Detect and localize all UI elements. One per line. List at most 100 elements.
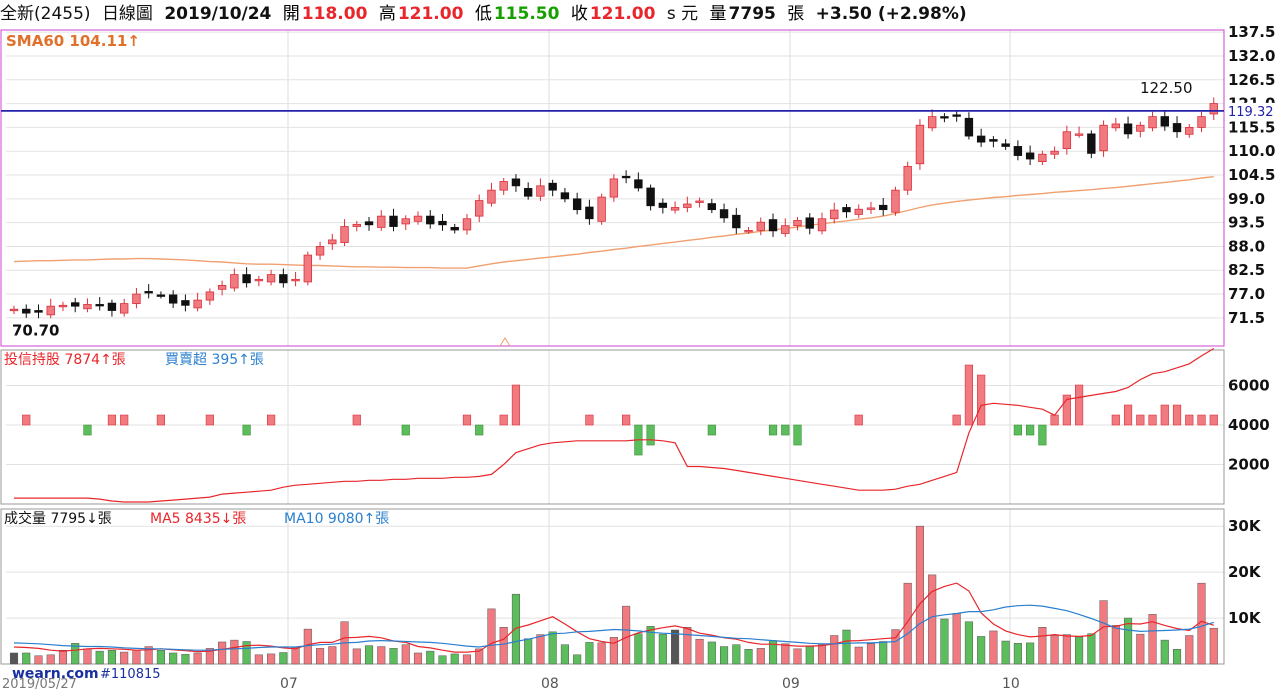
- volume-bar: [683, 627, 692, 665]
- price-tick-label: 126.5: [1228, 71, 1275, 89]
- candle-body: [352, 223, 361, 227]
- min-price-annotation: 70.70: [12, 321, 59, 339]
- candle-body: [940, 116, 949, 119]
- volume-tick-label: 30K: [1228, 517, 1262, 535]
- buysell-bar: [1026, 424, 1035, 436]
- candle-body: [217, 284, 227, 290]
- month-label: 08: [541, 676, 559, 691]
- low-label: 低: [474, 4, 492, 24]
- candle-body: [609, 178, 619, 198]
- candle-body: [585, 206, 594, 220]
- volume-bar: [524, 638, 533, 665]
- volume-bar: [1038, 627, 1047, 665]
- volume-bar: [377, 646, 386, 665]
- stock-name: 全新(2455): [0, 4, 91, 24]
- volume-value: 7795: [728, 4, 776, 24]
- volume-bar: [622, 605, 631, 665]
- candle-body: [1062, 131, 1072, 150]
- volume-bar: [413, 652, 423, 665]
- quote-header: 全新(2455) 日線圖 2019/10/24 開 118.00 高 121.00 …: [0, 0, 1280, 28]
- buysell-legend: 買賣超 395↑張: [165, 352, 264, 368]
- max-price-annotation: 122.50: [1140, 79, 1193, 97]
- buysell-bar: [768, 424, 778, 436]
- volume-bar: [1185, 635, 1194, 665]
- buysell-bar: [266, 414, 276, 426]
- volume-bar: [71, 643, 80, 665]
- buysell-bar: [707, 424, 716, 436]
- candle-body: [413, 215, 423, 222]
- candle-body: [205, 291, 215, 301]
- buysell-bar: [205, 414, 214, 426]
- candle-body: [377, 215, 386, 228]
- volume-bar: [46, 654, 55, 665]
- candle-body: [1160, 116, 1169, 127]
- buysell-bar: [1209, 414, 1218, 426]
- quote-date: 2019/10/24: [164, 4, 272, 24]
- candle-body: [768, 219, 778, 232]
- volume-bar: [842, 629, 851, 665]
- high-label: 高: [378, 4, 396, 24]
- candle-body: [1185, 126, 1194, 135]
- range-marker: [499, 337, 511, 347]
- price-tick-label: 77.0: [1228, 285, 1265, 303]
- buysell-bar: [646, 424, 655, 446]
- volume-bar: [597, 642, 606, 665]
- buysell-bar: [156, 414, 166, 426]
- buysell-bar: [1111, 414, 1120, 426]
- candle-body: [71, 302, 80, 307]
- candle-body: [707, 203, 717, 211]
- holdings-tick-label: 4000: [1228, 416, 1270, 434]
- volume-bar: [438, 655, 447, 665]
- candle-body: [291, 278, 300, 282]
- volume-bar: [352, 648, 361, 665]
- change-pct: (+2.98%): [877, 4, 967, 24]
- buysell-bar: [1160, 404, 1169, 426]
- candle-body: [989, 139, 998, 142]
- candle-body: [744, 230, 753, 233]
- candle-body: [450, 226, 459, 231]
- volume-bar: [83, 648, 92, 665]
- volume-bar: [120, 651, 129, 665]
- holdings-line: [14, 347, 1215, 503]
- volume-bar: [964, 621, 973, 665]
- candle-body: [805, 217, 814, 229]
- candle-body: [230, 274, 239, 289]
- ma5-legend: MA5 8435↓張: [150, 511, 246, 527]
- candle-body: [597, 196, 606, 222]
- candle-body: [340, 226, 349, 243]
- change-value: +3.50: [815, 4, 872, 24]
- candle-body: [266, 274, 276, 283]
- volume-bar: [1209, 627, 1218, 665]
- volume-bar: [9, 652, 19, 665]
- holdings-tick-label: 6000: [1228, 377, 1270, 395]
- candle-body: [695, 200, 704, 203]
- low-value: 115.50: [493, 4, 560, 24]
- volume-unit: 張: [787, 4, 805, 24]
- holdings-legend: 投信持股 7874↑張: [4, 352, 126, 368]
- candle-body: [193, 299, 202, 309]
- volume-bar: [940, 618, 949, 665]
- volume-bar: [499, 627, 508, 665]
- volume-bar: [1136, 633, 1145, 665]
- candle-body: [1123, 123, 1133, 135]
- buysell-bar: [499, 414, 508, 426]
- candle-body: [572, 198, 582, 211]
- volume-bar: [573, 654, 582, 665]
- candle-body: [866, 207, 876, 210]
- buysell-bar: [1197, 414, 1206, 426]
- volume-bar: [707, 641, 716, 665]
- volume-bar: [977, 636, 986, 665]
- ma10-line: [13, 604, 1214, 651]
- candle-body: [719, 209, 729, 219]
- candle-body: [634, 179, 643, 189]
- candle-body: [1050, 150, 1059, 155]
- price-tick-label: 104.5: [1228, 166, 1275, 184]
- candle-body: [1209, 103, 1218, 115]
- candle-body: [915, 124, 925, 165]
- candle-body: [830, 209, 839, 220]
- candle-body: [22, 308, 31, 314]
- candle-body: [879, 204, 888, 211]
- candle-body: [523, 188, 533, 197]
- price-tick-label: 99.0: [1228, 190, 1265, 208]
- month-label: 07: [280, 676, 298, 691]
